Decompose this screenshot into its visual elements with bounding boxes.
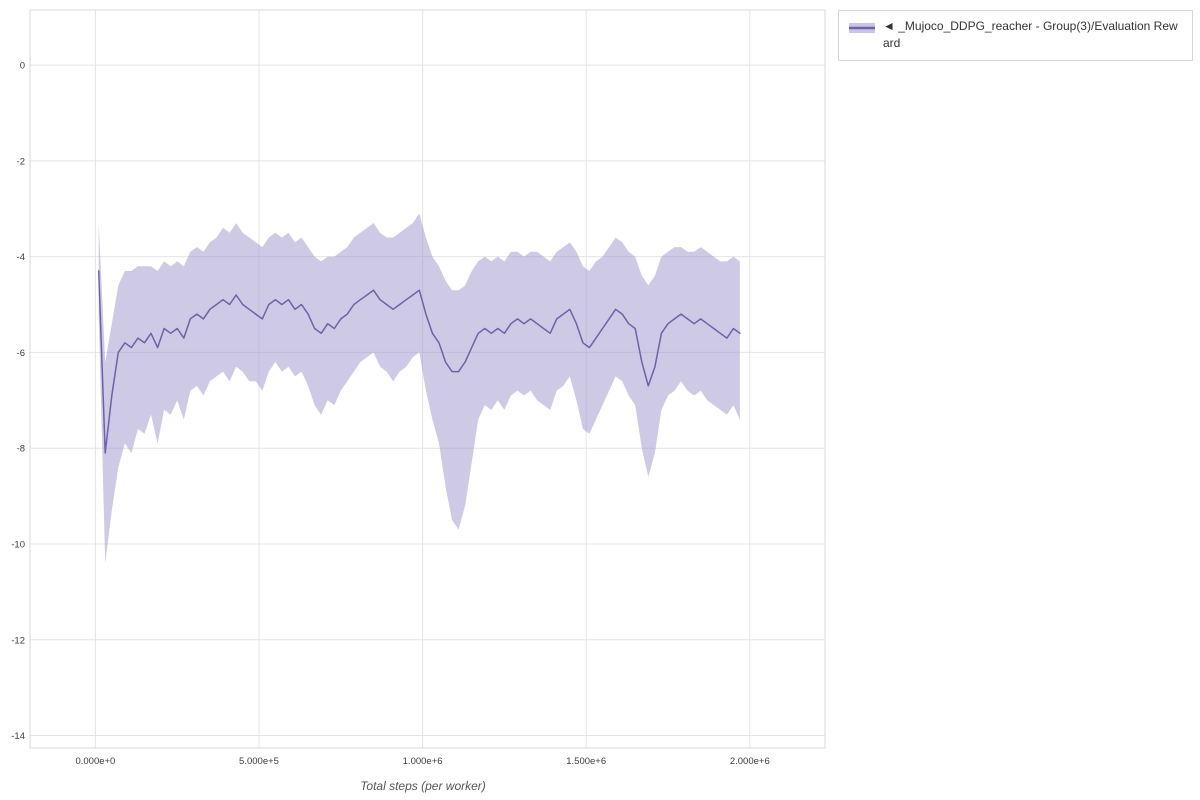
svg-text:0.000e+0: 0.000e+0 (75, 756, 115, 767)
x-axis-title: Total steps (per worker) (360, 779, 486, 793)
svg-text:-6: -6 (17, 348, 25, 359)
legend-toggle-icon[interactable]: ◄ (883, 19, 895, 33)
legend-label-text: _Mujoco_DDPG_reacher - Group(3)/Evaluati… (883, 19, 1178, 51)
legend: ◄ _Mujoco_DDPG_reacher - Group(3)/Evalua… (838, 10, 1193, 61)
svg-text:-12: -12 (11, 635, 25, 646)
svg-text:2.000e+6: 2.000e+6 (730, 756, 770, 767)
svg-text:-2: -2 (17, 156, 25, 167)
legend-label: ◄ _Mujoco_DDPG_reacher - Group(3)/Evalua… (883, 18, 1182, 53)
svg-text:-4: -4 (17, 252, 25, 263)
legend-item[interactable]: ◄ _Mujoco_DDPG_reacher - Group(3)/Evalua… (849, 18, 1182, 53)
svg-text:5.000e+5: 5.000e+5 (239, 756, 279, 767)
legend-swatch-icon (849, 23, 875, 33)
svg-text:0: 0 (20, 61, 25, 72)
axis-layer: 0 -2 -4 -6 -8 -10 -12 -14 0.000e+0 5.000e+5 1.000e… (11, 61, 769, 767)
svg-text:-10: -10 (11, 540, 25, 551)
grid-layer (29, 9, 826, 749)
series-layer (97, 213, 741, 564)
svg-text:-8: -8 (17, 444, 25, 455)
svg-text:1.000e+6: 1.000e+6 (403, 756, 443, 767)
svg-text:1.500e+6: 1.500e+6 (566, 756, 606, 767)
svg-text:-14: -14 (11, 731, 25, 742)
